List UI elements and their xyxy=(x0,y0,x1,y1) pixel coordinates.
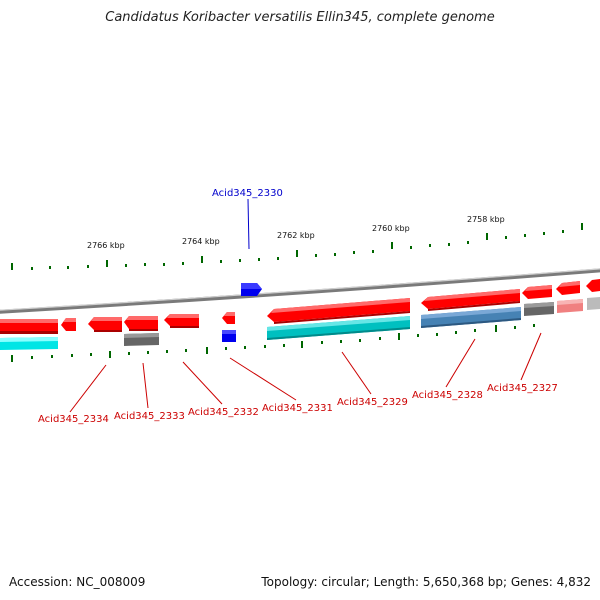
gene-label-acid345-2333[interactable]: Acid345_2333 xyxy=(114,411,185,422)
gene-acid345-2333-gray[interactable] xyxy=(124,333,159,346)
scale-label: 2766 kbp xyxy=(87,241,125,250)
genome-backbone xyxy=(0,268,600,314)
accession-label: Accession: NC_008009 xyxy=(9,575,146,589)
genome-summary: Topology: circular; Length: 5,650,368 bp… xyxy=(261,575,591,589)
gene-acid345-2335[interactable] xyxy=(0,319,58,334)
gene-acid345-2333[interactable] xyxy=(124,316,158,331)
scale-label: 2762 kbp xyxy=(277,231,315,240)
gene-label-acid345-2332[interactable]: Acid345_2332 xyxy=(188,407,259,418)
inner-scale xyxy=(11,324,535,362)
gene-acid345-2332-blue[interactable] xyxy=(222,330,236,342)
map-title: Candidatus Koribacter versatilis Ellin34… xyxy=(105,10,495,25)
gene-acid345-2331[interactable] xyxy=(267,298,410,324)
gene-label-acid345-2330[interactable]: Acid345_2330 xyxy=(212,188,283,199)
gene-acid345-2334[interactable] xyxy=(61,318,76,331)
gene-acid345-2332b[interactable] xyxy=(164,314,199,328)
gene-acid345-2325-gray[interactable] xyxy=(587,297,600,310)
gene-acid345-2334b[interactable] xyxy=(88,317,122,332)
gene-acid345-2326-red[interactable] xyxy=(586,279,600,292)
gene-label-acid345-2328[interactable]: Acid345_2328 xyxy=(412,390,483,401)
scale-label: 2760 kbp xyxy=(372,224,410,233)
gene-acid345-2327-red[interactable] xyxy=(556,281,580,295)
gene-acid345-2328[interactable] xyxy=(421,307,521,328)
gene-label-acid345-2334[interactable]: Acid345_2334 xyxy=(38,414,109,425)
gene-acid345-2326-pink[interactable] xyxy=(557,299,583,313)
gene-acid345-2328-red[interactable] xyxy=(522,285,552,299)
scale-label: 2764 kbp xyxy=(182,237,220,246)
gene-label-acid345-2329[interactable]: Acid345_2329 xyxy=(337,397,408,408)
gene-acid345-2329[interactable] xyxy=(267,316,410,340)
gene-acid345-2335-cyan[interactable] xyxy=(0,337,58,350)
outer-scale xyxy=(11,223,583,270)
leader-lines xyxy=(69,198,542,413)
gene-label-acid345-2327[interactable]: Acid345_2327 xyxy=(487,383,558,394)
gene-acid345-2330[interactable] xyxy=(241,283,262,296)
gene-label-acid345-2331[interactable]: Acid345_2331 xyxy=(262,403,333,414)
gene-acid345-2332[interactable] xyxy=(222,312,235,324)
scale-label: 2758 kbp xyxy=(467,215,505,224)
gene-acid345-2329-red[interactable] xyxy=(421,289,520,311)
gene-acid345-2327[interactable] xyxy=(524,302,554,316)
